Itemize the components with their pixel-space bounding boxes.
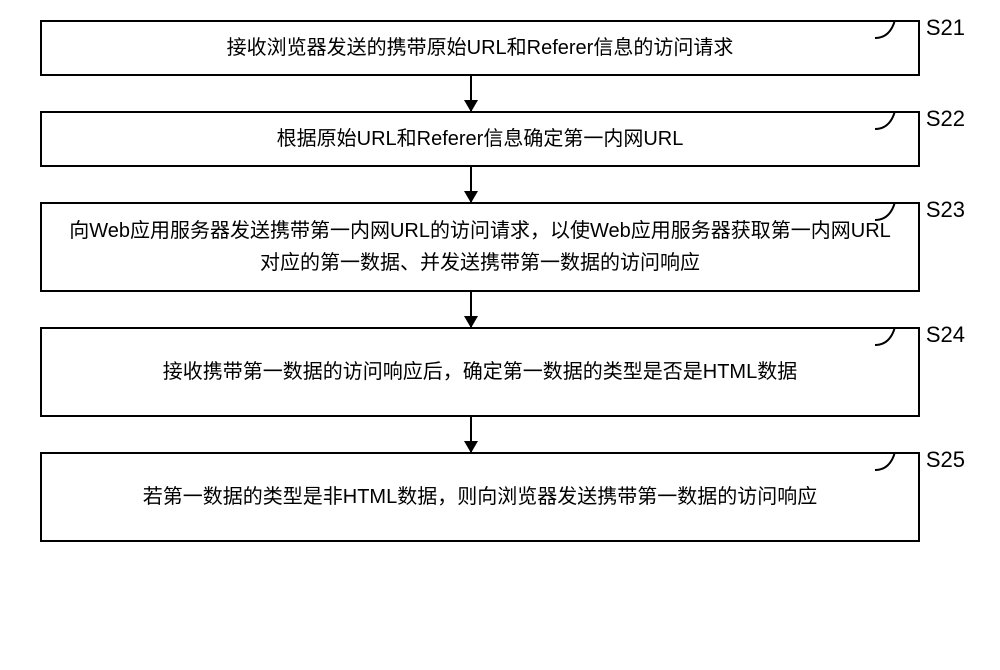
step-label-s22: S22 bbox=[926, 106, 965, 132]
step-text-s23: 向Web应用服务器发送携带第一内网URL的访问请求，以使Web应用服务器获取第一… bbox=[62, 215, 898, 279]
step-container-s21: 接收浏览器发送的携带原始URL和Referer信息的访问请求 S21 bbox=[20, 20, 980, 76]
arrow-container-1 bbox=[20, 76, 980, 111]
arrow-container-2 bbox=[20, 167, 980, 202]
step-container-s25: 若第一数据的类型是非HTML数据，则向浏览器发送携带第一数据的访问响应 S25 bbox=[20, 452, 980, 542]
flowchart-container: 接收浏览器发送的携带原始URL和Referer信息的访问请求 S21 根据原始U… bbox=[20, 20, 980, 542]
curve-connector-s25 bbox=[875, 452, 905, 477]
step-text-s21: 接收浏览器发送的携带原始URL和Referer信息的访问请求 bbox=[227, 32, 734, 64]
step-box-s22: 根据原始URL和Referer信息确定第一内网URL bbox=[40, 111, 920, 167]
step-box-s24: 接收携带第一数据的访问响应后，确定第一数据的类型是否是HTML数据 bbox=[40, 327, 920, 417]
arrow-container-3 bbox=[20, 292, 980, 327]
step-label-s23: S23 bbox=[926, 197, 965, 223]
curve-connector-s23 bbox=[875, 202, 905, 227]
step-label-s21: S21 bbox=[926, 15, 965, 41]
step-text-s25: 若第一数据的类型是非HTML数据，则向浏览器发送携带第一数据的访问响应 bbox=[143, 481, 817, 513]
step-box-s25: 若第一数据的类型是非HTML数据，则向浏览器发送携带第一数据的访问响应 bbox=[40, 452, 920, 542]
step-box-s23: 向Web应用服务器发送携带第一内网URL的访问请求，以使Web应用服务器获取第一… bbox=[40, 202, 920, 292]
step-container-s22: 根据原始URL和Referer信息确定第一内网URL S22 bbox=[20, 111, 980, 167]
arrow-down-4 bbox=[470, 417, 472, 452]
step-text-s24: 接收携带第一数据的访问响应后，确定第一数据的类型是否是HTML数据 bbox=[163, 356, 797, 388]
step-label-s24: S24 bbox=[926, 322, 965, 348]
arrow-down-2 bbox=[470, 167, 472, 202]
step-box-s21: 接收浏览器发送的携带原始URL和Referer信息的访问请求 bbox=[40, 20, 920, 76]
step-label-s25: S25 bbox=[926, 447, 965, 473]
curve-connector-s24 bbox=[875, 327, 905, 352]
curve-connector-s21 bbox=[875, 20, 905, 45]
arrow-container-4 bbox=[20, 417, 980, 452]
arrow-down-3 bbox=[470, 292, 472, 327]
step-text-s22: 根据原始URL和Referer信息确定第一内网URL bbox=[277, 123, 684, 155]
step-container-s24: 接收携带第一数据的访问响应后，确定第一数据的类型是否是HTML数据 S24 bbox=[20, 327, 980, 417]
step-container-s23: 向Web应用服务器发送携带第一内网URL的访问请求，以使Web应用服务器获取第一… bbox=[20, 202, 980, 292]
curve-connector-s22 bbox=[875, 111, 905, 136]
arrow-down-1 bbox=[470, 76, 472, 111]
